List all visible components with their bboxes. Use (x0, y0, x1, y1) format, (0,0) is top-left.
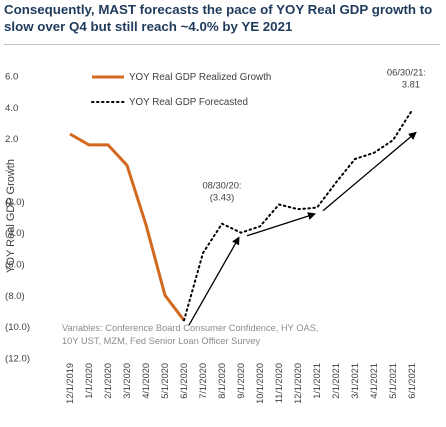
x-tick-label: 5/1/2020 (160, 363, 170, 399)
x-tick-label: 4/1/2020 (141, 363, 151, 399)
series-line-realized (69, 132, 186, 322)
series-line-forecasted (183, 109, 413, 322)
x-tick-label: 3/1/2021 (350, 363, 360, 399)
variables-note-line-2: 10Y UST, MZM, Fed Senior Loan Officer Su… (62, 336, 260, 346)
x-tick-label: 9/1/2020 (236, 363, 246, 399)
annotation-date: 08/30/20: (202, 180, 241, 191)
y-axis-title: YOY Real GDP Growth (5, 159, 17, 273)
x-tick-label: 1/1/2021 (312, 363, 322, 399)
y-tick-label: 2.0 (5, 134, 18, 145)
y-tick-label: (2.0) (5, 197, 25, 208)
x-tick-label: 3/1/2020 (122, 363, 132, 399)
trend-arrow (322, 131, 417, 212)
y-tick-label: (6.0) (5, 260, 25, 271)
annotation-value: (3.43) (210, 192, 235, 203)
trend-arrow (188, 236, 240, 326)
x-tick-label: 6/1/2021 (407, 363, 417, 399)
chart-legend: YOY Real GDP Realized Growth YOY Real GD… (91, 72, 271, 108)
x-tick-label: 8/1/2020 (217, 363, 227, 399)
title-divider (4, 44, 440, 45)
variables-note-line-1: Variables: Conference Board Consumer Con… (62, 323, 319, 333)
y-axis-ticks: 6.0 4.0 2.0 - (2.0) (4.0) (6.0) (8.0) (10.0) (12.… (5, 72, 30, 365)
legend-label-forecasted: YOY Real GDP Forecasted (129, 97, 248, 108)
trend-arrows (188, 131, 417, 326)
x-tick-label: 5/1/2021 (388, 363, 398, 399)
annotation-value: 3.81 (402, 78, 420, 89)
x-axis-ticks: 12/1/2019 1/1/2020 2/1/2020 3/1/2020 4/1/202… (65, 363, 417, 404)
x-tick-label: 4/1/2021 (369, 363, 379, 399)
legend-label-realized: YOY Real GDP Realized Growth (129, 72, 271, 83)
y-tick-label: (12.0) (5, 354, 30, 365)
x-tick-label: 7/1/2020 (198, 363, 208, 399)
x-tick-label: 10/1/2020 (255, 363, 265, 404)
x-tick-label: 2/1/2021 (331, 363, 341, 399)
x-tick-label: 12/1/2019 (65, 363, 75, 404)
y-tick-label: (8.0) (5, 291, 25, 302)
y-tick-label: - (5, 166, 8, 177)
y-tick-label: 6.0 (5, 72, 18, 83)
y-tick-label: (4.0) (5, 228, 25, 239)
chart-title: Consequently, MAST forecasts the pace of… (4, 2, 433, 34)
annotations: 08/30/20:(3.43) 06/30/21:3.81 (202, 66, 426, 202)
y-tick-label: 4.0 (5, 103, 18, 114)
x-tick-label: 1/1/2020 (84, 363, 94, 399)
x-tick-label: 11/1/2020 (274, 363, 284, 403)
series-layer (69, 109, 413, 322)
trend-arrow (246, 212, 316, 237)
y-tick-label: (10.0) (5, 322, 30, 333)
x-tick-label: 12/1/2020 (293, 363, 303, 404)
x-tick-label: 2/1/2020 (103, 363, 113, 399)
x-tick-label: 6/1/2020 (179, 363, 189, 399)
annotation-date: 06/30/21: (387, 66, 426, 77)
